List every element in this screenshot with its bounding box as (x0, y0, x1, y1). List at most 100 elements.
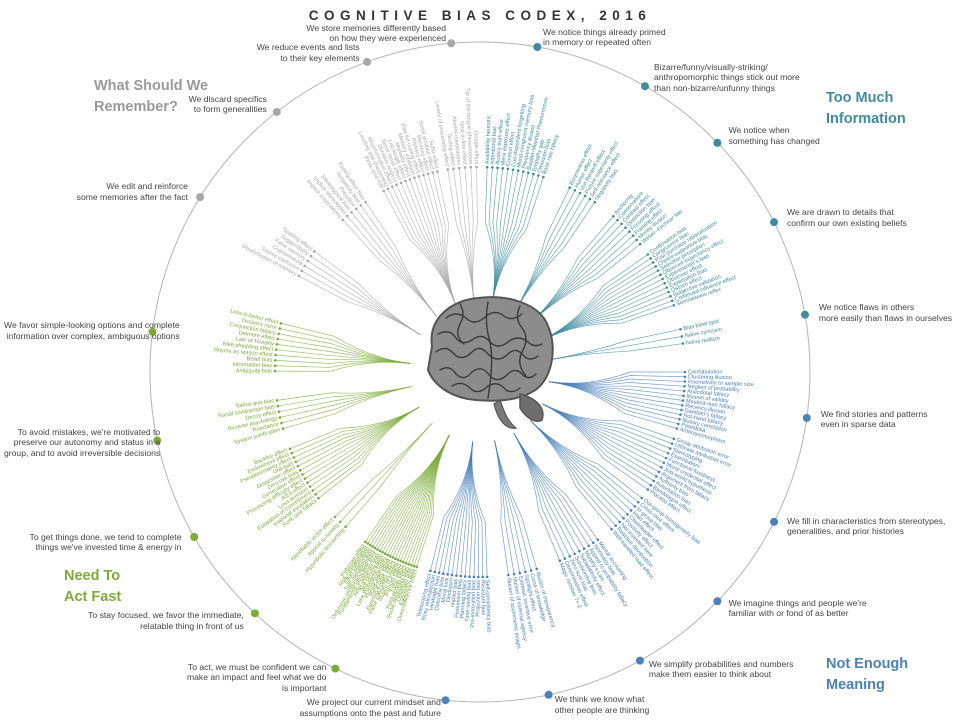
bias-dot (344, 525, 347, 529)
group-caption-g13: To stay focused, we favor the immediate,… (88, 610, 244, 631)
bias-dot (475, 165, 478, 169)
bias-label: Information bias (232, 362, 272, 369)
bias-branch (410, 434, 450, 566)
bias-label: Delmore effect (238, 330, 275, 342)
bias-branch (275, 361, 411, 372)
bias-branch (280, 386, 412, 418)
bias-branch (514, 192, 581, 312)
bias-label: Attentional bias (490, 126, 498, 165)
bias-dot (314, 493, 317, 496)
group-dot-g1 (533, 43, 542, 52)
bias-dot (614, 524, 617, 527)
bias-branch (471, 441, 480, 577)
bias-dot (276, 337, 279, 341)
group-dot-g9 (635, 656, 644, 665)
bias-branch (542, 403, 673, 444)
bias-branch (277, 386, 412, 407)
bias-branch (281, 386, 412, 424)
bias-label: Planning fallacy (460, 579, 469, 619)
bias-branch (276, 386, 412, 401)
bias-dot (437, 571, 441, 575)
bias-dot (481, 575, 485, 579)
bias-dot (668, 447, 672, 450)
bias-branch (542, 266, 656, 341)
bias-dot (628, 230, 631, 233)
bias-dot (491, 166, 494, 169)
bias-dot (459, 574, 463, 578)
bias-dot (655, 475, 658, 478)
bias-label: Law of Triviality (236, 336, 275, 347)
bias-label: Suffix effect (427, 140, 439, 170)
bias-dot (401, 560, 405, 564)
bias-dot (631, 234, 635, 237)
bias-dot (612, 215, 615, 218)
bias-dot (277, 410, 281, 414)
bias-dot (452, 167, 455, 171)
bias-dot (649, 257, 652, 260)
bias-dot (512, 572, 516, 576)
bias-dot (583, 194, 587, 198)
bias-label: Projection bias (476, 580, 482, 617)
bias-branch (484, 167, 495, 304)
bias-branch (314, 251, 421, 336)
bias-label: Next-in-line effect (458, 121, 467, 165)
bias-dot (646, 488, 650, 491)
bias-dot (578, 549, 581, 553)
bias-dot (309, 254, 313, 258)
bias-dot (388, 554, 392, 558)
bias-dot (681, 342, 685, 345)
group-caption-g1: We notice things already primed in memor… (543, 26, 666, 48)
bias-dot (415, 565, 418, 569)
bias-branch (312, 406, 420, 491)
bias-label: Insensitivity to sample size (688, 379, 754, 388)
bias-dot (404, 179, 407, 183)
bias-dot (477, 575, 480, 579)
bias-dot (433, 570, 436, 574)
bias-dot (568, 186, 572, 189)
bias-dot (680, 408, 683, 412)
bias-dot (532, 172, 535, 176)
bias-dot (394, 557, 397, 560)
bias-dot (303, 477, 307, 480)
group-caption-g6: We find stories and patterns even in spa… (820, 408, 928, 430)
bias-dot (350, 210, 353, 214)
bias-dot (665, 286, 669, 289)
group-caption-g11: We project our current mindset and assum… (299, 697, 441, 718)
bias-dot (511, 168, 515, 171)
bias-dot (558, 559, 562, 563)
bias-branch (392, 434, 450, 558)
bias-dot (341, 218, 344, 222)
bias-dot (626, 513, 629, 516)
category-not-enough-meaning: Not Enough Meaning (826, 656, 909, 693)
bias-dot (431, 171, 435, 174)
category-need-to-act-fast: Need To Act Fast (64, 568, 122, 605)
bias-branch (437, 171, 457, 307)
group-caption-g5: We notice flaws in others more easily th… (818, 302, 953, 323)
bias-dot (446, 573, 449, 576)
bias-branch (542, 403, 649, 490)
bias-label: Neglect of probability (687, 384, 740, 394)
bias-label: Testing effect (445, 133, 455, 167)
bias-dot (382, 189, 386, 193)
group-dot-g5 (800, 310, 809, 319)
bias-label: Self-consistency bias (484, 580, 492, 633)
group-dot-g12 (331, 664, 340, 673)
bias-dot (535, 567, 538, 571)
bias-dot (395, 183, 398, 187)
bias-dot (527, 171, 530, 175)
bias-dot (593, 200, 597, 204)
bias-branch (453, 168, 475, 303)
bias-dot (657, 470, 661, 474)
bias-branch (432, 172, 457, 307)
group-caption-g4: We are drawn to details that confirm our… (786, 207, 907, 228)
group-caption-g17: We edit and reinforce some memories afte… (76, 181, 188, 202)
bias-dot (278, 416, 282, 419)
bias-branch (293, 406, 420, 458)
bias-branch (542, 295, 671, 341)
group-dot-g4 (770, 218, 779, 227)
bias-dot (288, 447, 292, 451)
bias-dot (496, 166, 499, 170)
bias-dot (683, 380, 687, 383)
group-dot-g6 (802, 413, 811, 422)
bias-dot (682, 394, 685, 398)
